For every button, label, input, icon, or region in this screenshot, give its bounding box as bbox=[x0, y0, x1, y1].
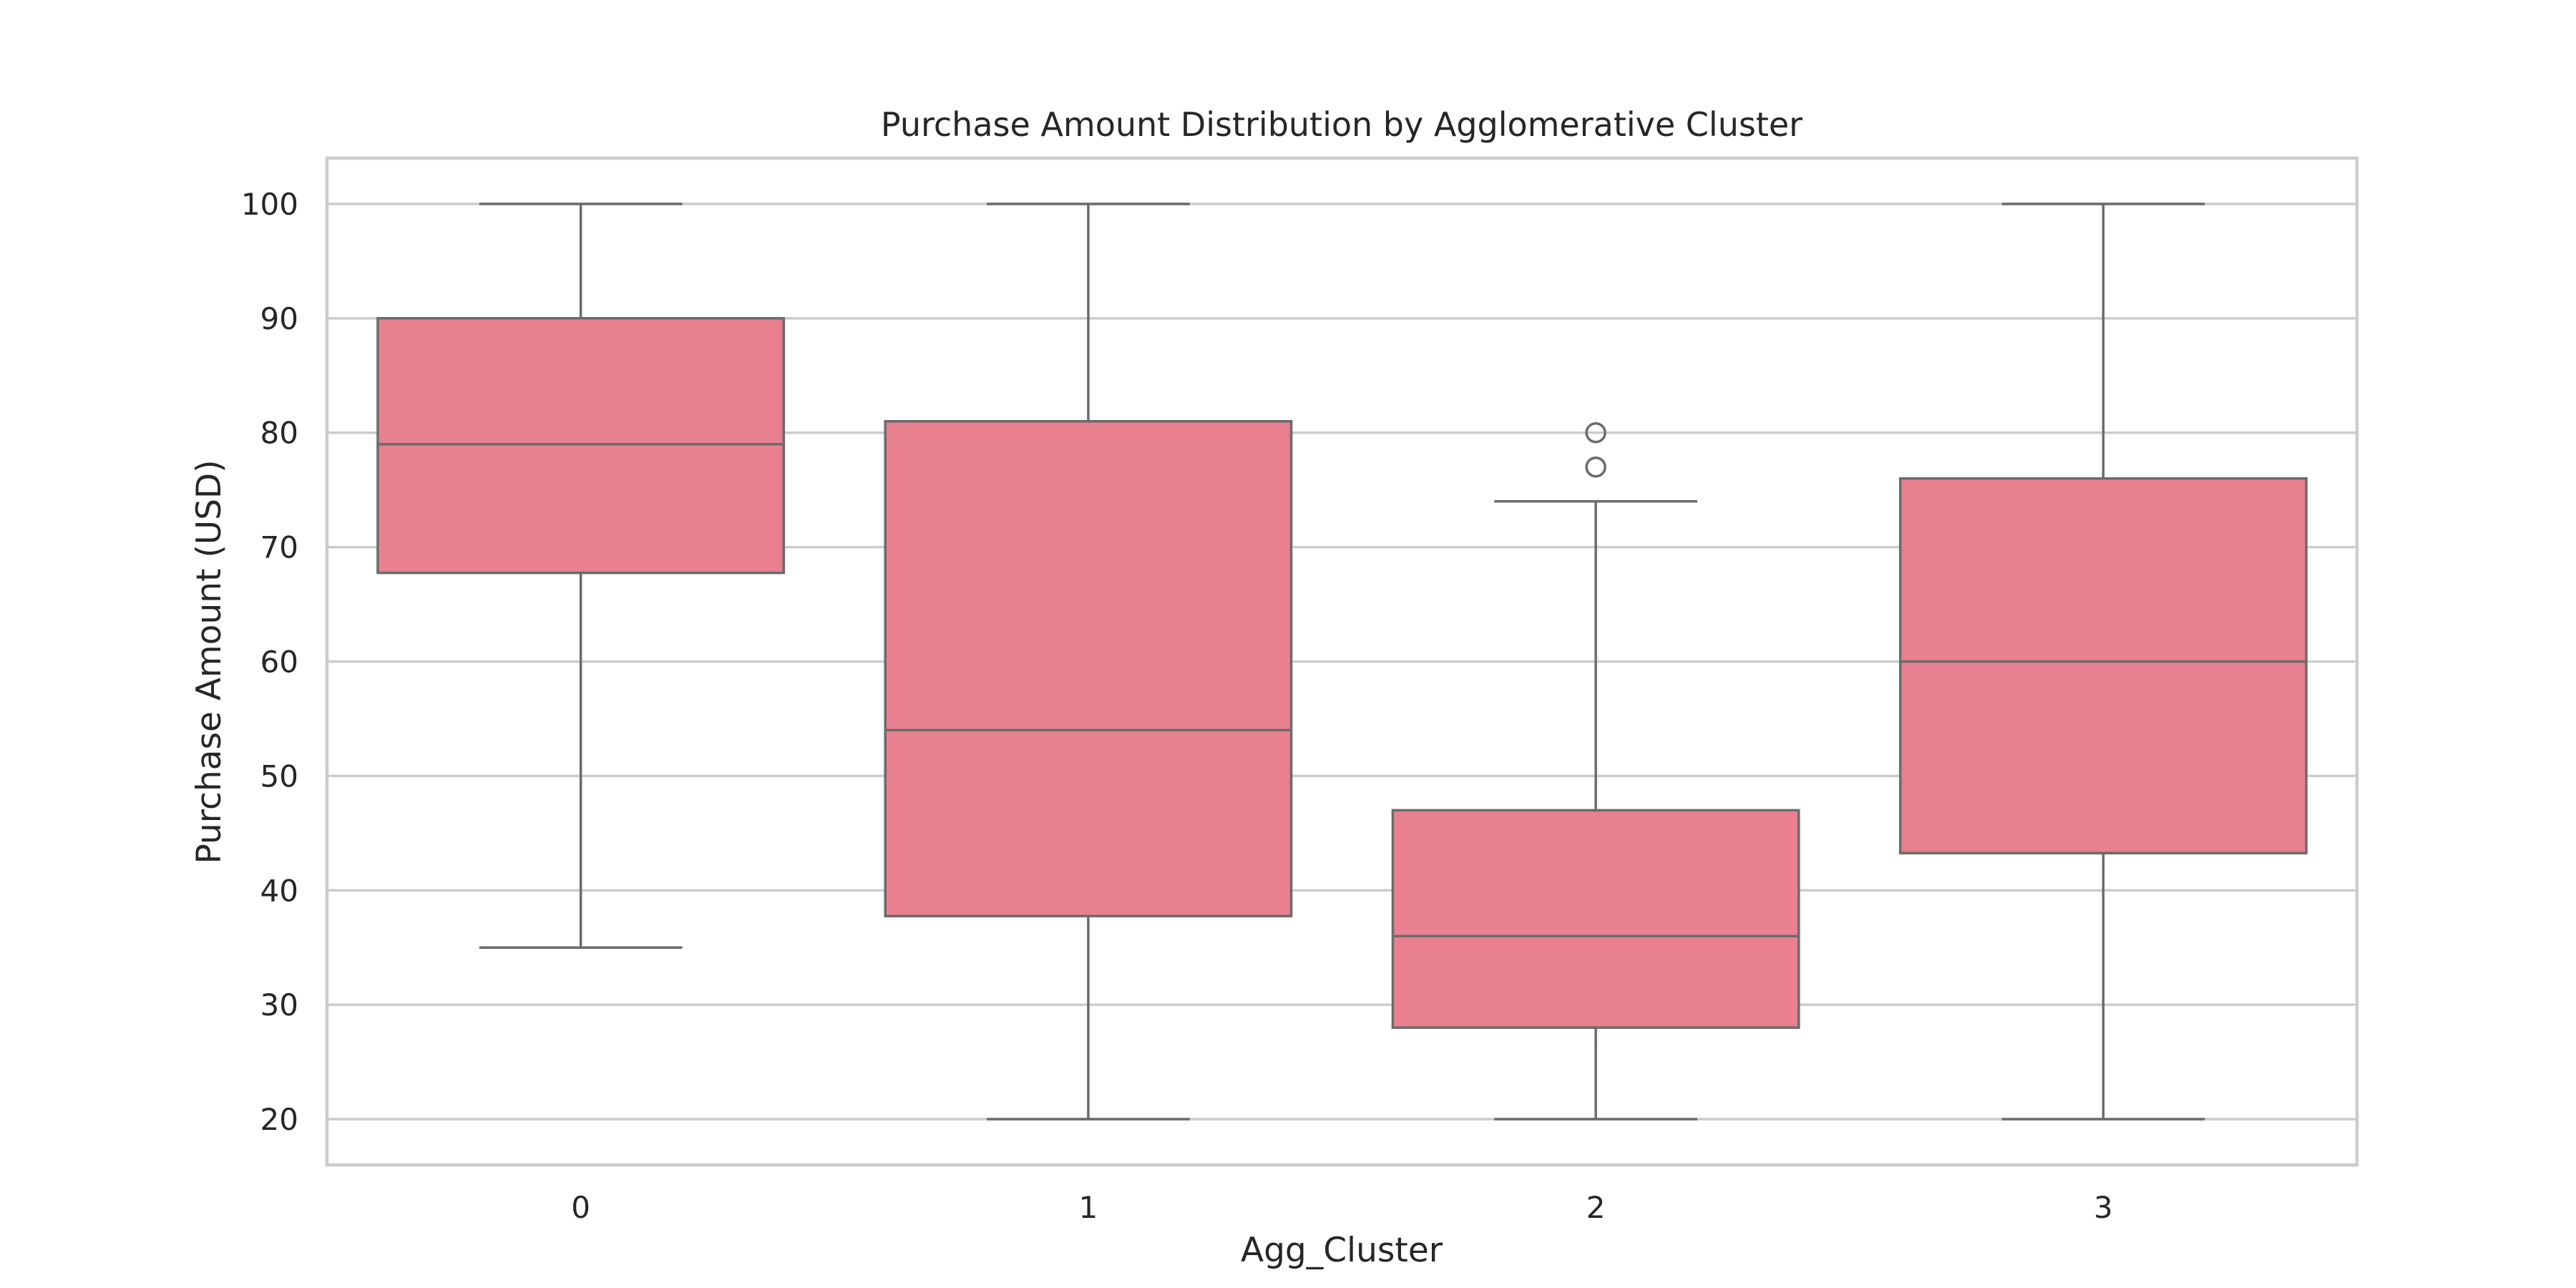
x-axis-label: Agg_Cluster bbox=[1241, 1231, 1443, 1270]
box-group-cluster-2 bbox=[1391, 421, 1800, 1121]
box-group-cluster-3 bbox=[1898, 203, 2308, 1121]
chart-title: Purchase Amount Distribution by Agglomer… bbox=[881, 105, 1802, 144]
plot-frame bbox=[325, 156, 2359, 1167]
y-tick-label: 30 bbox=[260, 987, 298, 1023]
y-tick-label: 20 bbox=[260, 1102, 298, 1137]
y-tick-label: 100 bbox=[241, 187, 298, 222]
x-tick-label: 0 bbox=[571, 1190, 590, 1225]
y-tick-label: 50 bbox=[260, 758, 298, 794]
y-tick-label: 90 bbox=[260, 301, 298, 336]
iqr-box bbox=[376, 317, 786, 575]
y-tick-label: 60 bbox=[260, 645, 298, 680]
x-tick-label: 3 bbox=[2094, 1190, 2113, 1225]
outlier-point bbox=[1585, 456, 1606, 478]
x-tick-label: 1 bbox=[1079, 1190, 1098, 1225]
iqr-box bbox=[884, 419, 1293, 917]
x-tick-label: 2 bbox=[1586, 1190, 1606, 1225]
y-axis-label: Purchase Amount (USD) bbox=[190, 459, 229, 864]
y-tick-label: 40 bbox=[260, 873, 298, 908]
iqr-box bbox=[1898, 477, 2308, 855]
boxes bbox=[376, 203, 2308, 1121]
y-tick-labels: 20 30 40 50 60 70 80 90 100 bbox=[241, 187, 298, 1137]
iqr-box bbox=[1391, 809, 1800, 1029]
y-tick-label: 70 bbox=[260, 530, 298, 565]
x-tick-labels: 0 1 2 3 bbox=[571, 1190, 2112, 1225]
box-group-cluster-0 bbox=[376, 203, 786, 949]
y-tick-label: 80 bbox=[260, 416, 298, 451]
outlier-point bbox=[1585, 421, 1606, 444]
box-group-cluster-1 bbox=[884, 203, 1293, 1121]
